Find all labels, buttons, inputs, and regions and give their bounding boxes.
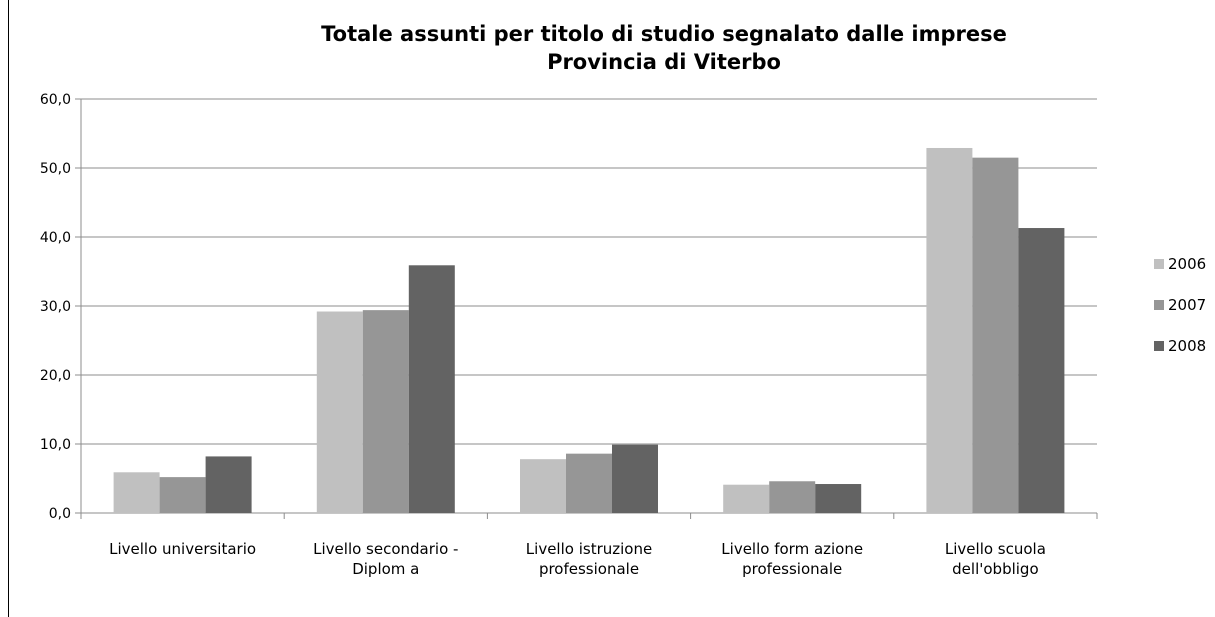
bar	[815, 484, 862, 513]
x-category-label: professionale	[539, 560, 639, 578]
y-tick-label: 20,0	[40, 368, 71, 384]
bar	[408, 265, 455, 513]
y-tick-label: 50,0	[40, 161, 71, 177]
legend-swatch	[1154, 341, 1164, 351]
chart-subtitle: Provincia di Viterbo	[547, 50, 781, 74]
chart-frame: Totale assunti per titolo di studio segn…	[8, 0, 1215, 617]
bar	[926, 147, 973, 514]
x-category-label: Livello universitario	[109, 540, 256, 558]
bar	[520, 459, 566, 513]
y-tick-label: 60,0	[40, 92, 71, 108]
bar	[316, 311, 363, 513]
legend-label: 2008	[1168, 337, 1206, 355]
bar	[159, 477, 206, 513]
x-category-label: Diplom a	[352, 560, 419, 578]
chart-title: Totale assunti per titolo di studio segn…	[321, 22, 1007, 46]
bar	[723, 484, 770, 513]
x-category-label: Livello scuola	[945, 540, 1046, 558]
bar	[205, 456, 252, 513]
x-category-label: Livello secondario -	[313, 540, 458, 558]
y-tick-label: 0,0	[49, 506, 71, 522]
bar	[113, 472, 160, 513]
y-tick-label: 10,0	[40, 437, 71, 453]
legend-layer: 2006 2007 2008	[1154, 255, 1206, 355]
bar	[362, 310, 409, 513]
bar	[566, 453, 612, 513]
x-category-label: dell'obbligo	[952, 560, 1038, 578]
label-layer: 0,0 10,0 20,0 30,0 40,0 50,0 60,0 Livello unive…	[40, 92, 1046, 578]
bar	[1018, 228, 1065, 513]
legend-label: 2007	[1168, 296, 1206, 314]
bar-layer	[113, 147, 1065, 514]
bar	[769, 481, 816, 513]
x-category-label: Livello form azione	[721, 540, 863, 558]
x-category-label: Livello istruzione	[526, 540, 652, 558]
y-tick-label: 40,0	[40, 230, 71, 246]
bar	[972, 157, 1019, 513]
chart-svg: Totale assunti per titolo di studio segn…	[40, 22, 1206, 578]
y-tick-label: 30,0	[40, 299, 71, 315]
legend-swatch	[1154, 300, 1164, 310]
bar	[612, 444, 658, 513]
legend-label: 2006	[1168, 255, 1206, 273]
legend-swatch	[1154, 259, 1164, 269]
x-category-label: professionale	[742, 560, 842, 578]
